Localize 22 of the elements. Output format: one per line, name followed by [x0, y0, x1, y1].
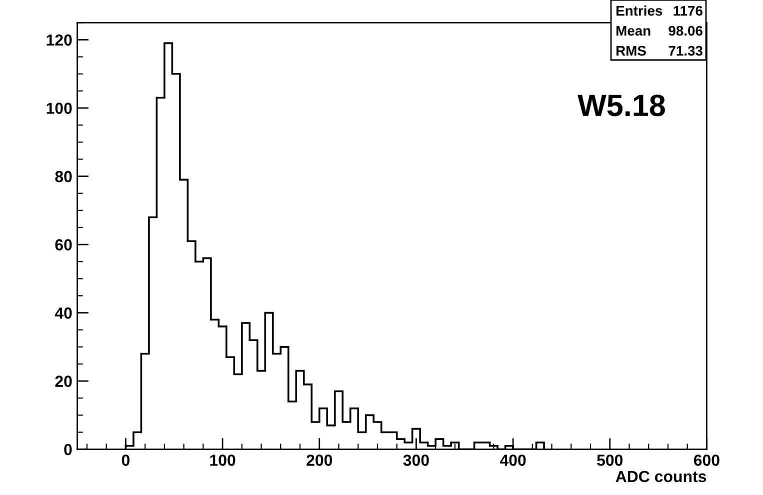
y-tick-label: 0 — [64, 444, 72, 456]
annotation: Mean — [616, 26, 650, 36]
y-tick-label: 60 — [55, 239, 72, 250]
y-tick-label: 20 — [55, 376, 72, 387]
x-tick-label: 300 — [403, 454, 429, 466]
y-tick-label: 120 — [46, 34, 72, 46]
x-axis-title: ADC counts — [616, 470, 706, 482]
annotation: 98.06 — [668, 26, 702, 36]
x-tick-label: 500 — [597, 454, 623, 466]
y-tick-label: 40 — [54, 307, 72, 319]
x-tick-label: 200 — [306, 454, 332, 466]
x-tick-label: 600 — [694, 454, 720, 466]
annotation: W5.18 — [578, 94, 665, 116]
annotation: 71.33 — [668, 46, 702, 56]
x-tick-label: 100 — [210, 454, 236, 466]
x-tick-label: 400 — [500, 454, 526, 466]
x-tick-label: 0 — [122, 454, 130, 466]
annotation: RMS — [616, 46, 646, 56]
text: 1176 — [674, 6, 702, 16]
y-tick-label: 80 — [55, 170, 72, 182]
text: Entries — [616, 6, 662, 16]
y-tick-label: 100 — [46, 102, 72, 114]
